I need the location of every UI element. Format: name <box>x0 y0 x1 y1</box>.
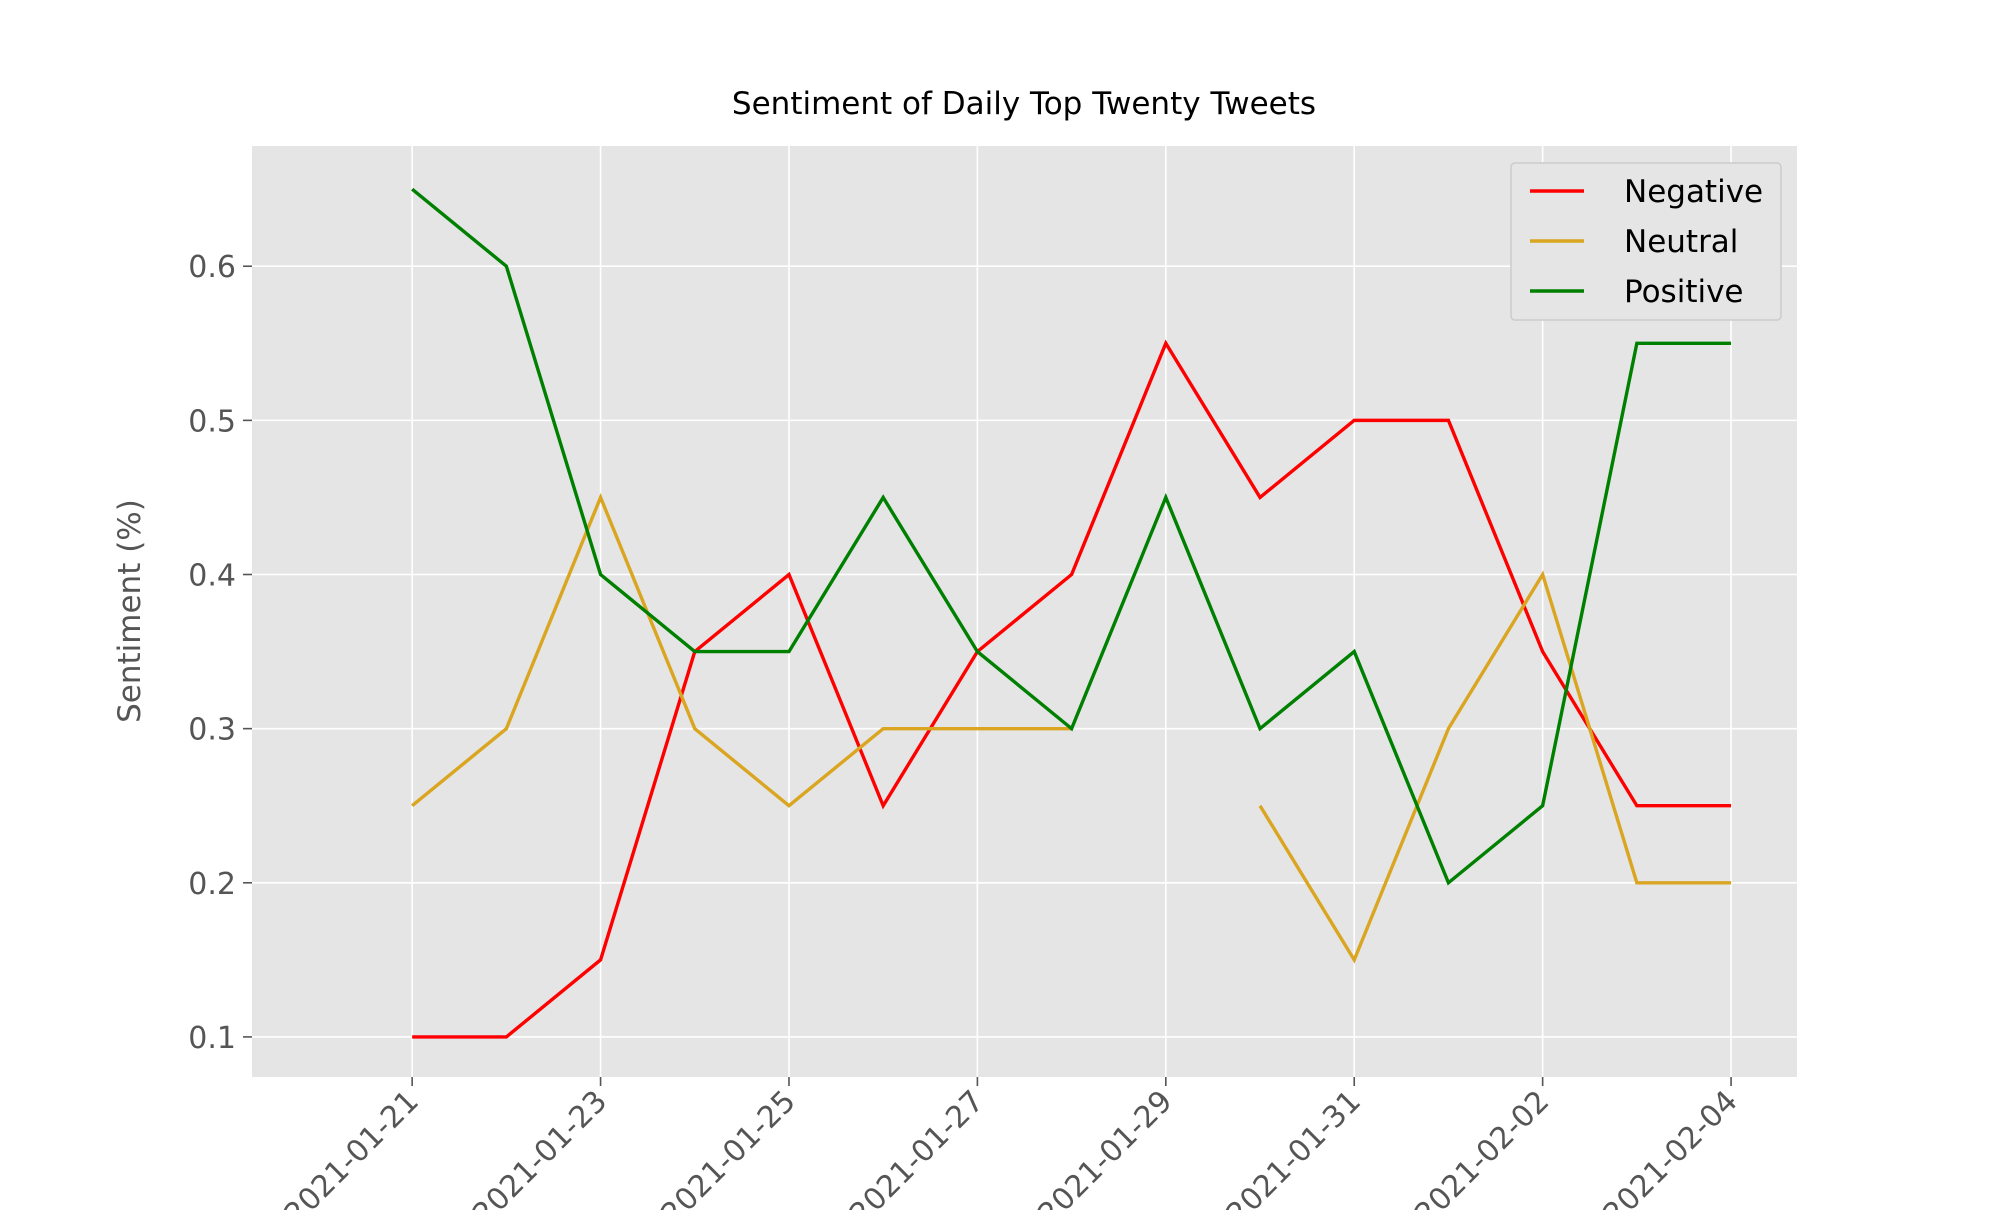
legend: Negative Neutral Positive <box>1510 162 1782 321</box>
grid-lines <box>252 146 1797 1077</box>
chart-title: Sentiment of Daily Top Twenty Tweets <box>732 86 1316 122</box>
series-positive <box>411 187 1732 886</box>
y-tick-label: 0.2 <box>188 867 236 902</box>
y-tick-label: 0.5 <box>188 404 236 439</box>
series-neutral <box>411 492 1732 964</box>
y-tick-label: 0.4 <box>188 559 236 594</box>
y-tick-label: 0.6 <box>188 250 236 285</box>
legend-label-positive: Positive <box>1624 274 1744 310</box>
series-lines <box>411 187 1732 1039</box>
series-line-positive <box>411 187 1732 886</box>
y-axis-label: Sentiment (%) <box>112 499 148 723</box>
series-line-negative <box>412 339 1732 1039</box>
series-negative <box>412 339 1732 1039</box>
y-tick-label: 0.1 <box>188 1021 236 1056</box>
legend-label-negative: Negative <box>1624 174 1763 210</box>
legend-frame <box>1510 162 1782 321</box>
series-line-neutral <box>411 492 1072 808</box>
y-tick-label: 0.3 <box>188 713 236 748</box>
legend-label-neutral: Neutral <box>1624 224 1738 260</box>
series-line-neutral <box>1258 570 1732 964</box>
